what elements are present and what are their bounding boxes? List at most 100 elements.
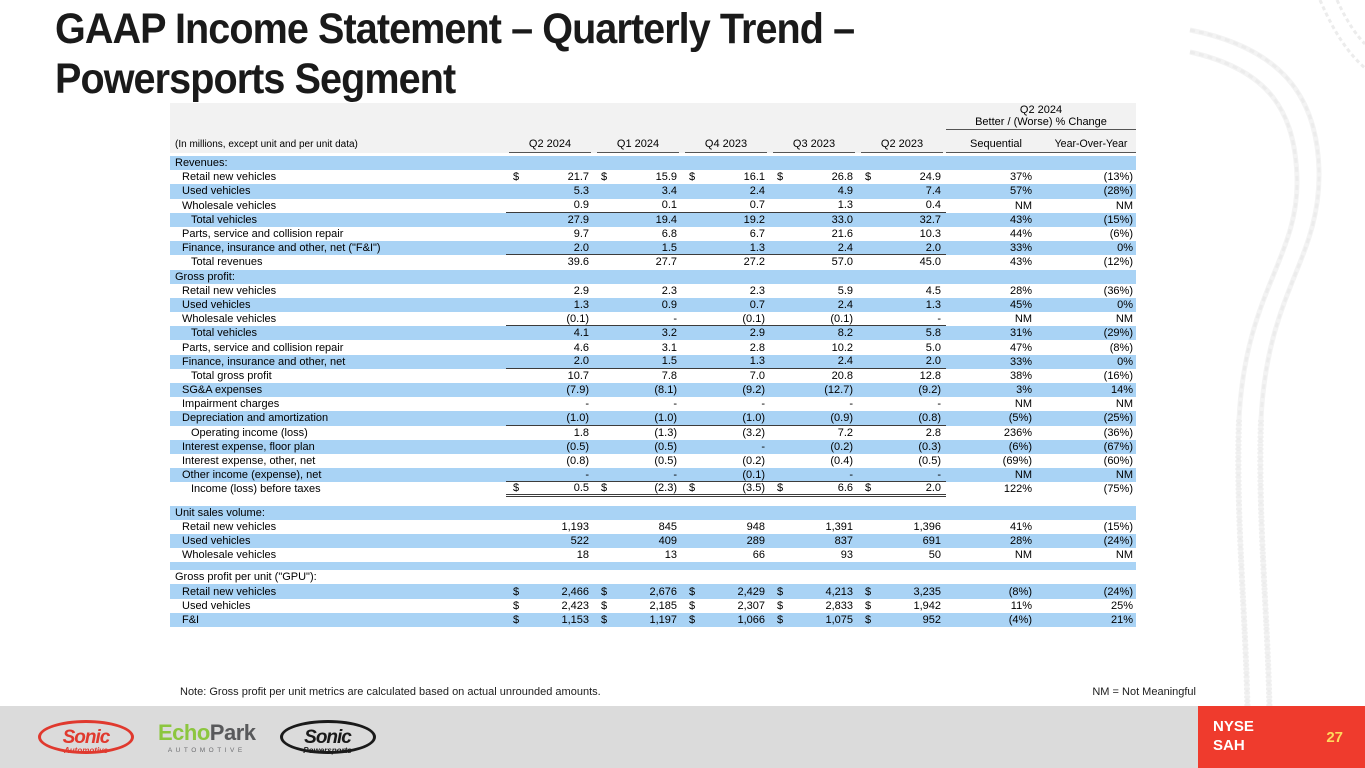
- table-row: Retail new vehicles 2.9 2.3 2.3 5.9 4.5 28% (36…: [170, 284, 1136, 298]
- cell-value: 1,075: [825, 613, 853, 626]
- dollar-sign: [513, 469, 523, 481]
- value-cell: -: [858, 469, 946, 481]
- cell-value: 948: [746, 520, 765, 533]
- change-header-period: Q2 2024: [1019, 104, 1063, 116]
- value-cell: (0.8): [858, 412, 946, 424]
- sequential-value: 33%: [1009, 242, 1032, 255]
- dollar-sign: [513, 342, 523, 354]
- cell-value: (0.1): [830, 312, 853, 325]
- column-header-q3-2023: Q3 2023: [770, 138, 858, 153]
- dollar-sign: $: [865, 599, 872, 612]
- dollar-sign: [601, 342, 611, 354]
- quarter-values: (0.5) (0.5) - (0.2) (0.3): [506, 440, 946, 454]
- yoy-value: NM: [1115, 199, 1133, 212]
- cell-value: 0.9: [661, 298, 677, 311]
- dollar-sign: $: [513, 481, 520, 494]
- dollar-sign: $: [601, 599, 608, 612]
- quarter-values: (0.8) (0.5) (0.2) (0.4) (0.5): [506, 454, 946, 468]
- cell-value: (0.4): [830, 455, 853, 468]
- value-cell: (0.1): [770, 313, 858, 325]
- page-title-line1: GAAP Income Statement – Quarterly Trend …: [55, 5, 855, 53]
- dollar-sign: [513, 384, 523, 396]
- value-cell: 0.1: [594, 199, 682, 211]
- sonic-automotive-logo: Sonic Automotive: [38, 720, 134, 755]
- dollar-sign: [513, 185, 523, 197]
- sonic-powersports-subtext: Powersports: [303, 746, 352, 755]
- dollar-sign: [513, 199, 523, 211]
- cell-value: 2.9: [573, 284, 589, 297]
- value-cell: 7.4: [858, 185, 946, 197]
- value-cell: $0.5: [506, 482, 594, 494]
- dollar-sign: [513, 441, 523, 453]
- row-label: Parts, service and collision repair: [182, 341, 344, 354]
- cell-value: 2.4: [837, 355, 853, 368]
- column-header-q4-2023: Q4 2023: [682, 138, 770, 153]
- value-cell: (9.2): [858, 384, 946, 396]
- dollar-sign: [689, 384, 699, 396]
- table-row: Parts, service and collision repair 9.7 6.…: [170, 227, 1136, 241]
- cell-value: 2.4: [837, 298, 853, 311]
- table-row: Interest expense, other, net (0.8) (0.5) (0…: [170, 454, 1136, 468]
- units-caption: (In millions, except unit and per unit d…: [175, 139, 358, 150]
- column-header-q1-2024: Q1 2024: [594, 138, 682, 153]
- quarter-values: 27.9 19.4 19.2 33.0 32.7: [506, 213, 946, 227]
- dollar-sign: [513, 313, 523, 325]
- row-label: Wholesale vehicles: [182, 313, 277, 326]
- row-label: Parts, service and collision repair: [182, 228, 344, 241]
- value-cell: 1,193: [506, 521, 594, 533]
- value-cell: 1.5: [594, 242, 682, 254]
- cell-value: 0.4: [925, 199, 941, 212]
- sequential-value: 41%: [1009, 520, 1032, 533]
- cell-value: (0.5): [654, 440, 677, 453]
- row-label: Depreciation and amortization: [182, 412, 329, 425]
- cell-value: 3.2: [661, 327, 677, 340]
- dollar-sign: $: [689, 481, 696, 494]
- value-cell: 1,391: [770, 521, 858, 533]
- cell-value: 5.0: [925, 341, 941, 354]
- cell-value: (2.3): [654, 481, 677, 494]
- table-row: Impairment charges - - - - - NM NM: [170, 397, 1136, 411]
- cell-value: 18: [576, 549, 589, 562]
- dollar-sign: $: [777, 599, 784, 612]
- echopark-wordmark: EchoPark: [158, 720, 256, 746]
- cell-value: (9.2): [918, 384, 941, 397]
- value-cell: 3.4: [594, 185, 682, 197]
- cell-value: 522: [570, 534, 589, 547]
- value-cell: -: [506, 469, 594, 481]
- value-cell: 13: [594, 549, 682, 561]
- cell-value: 2,429: [737, 585, 765, 598]
- value-cell: 33.0: [770, 214, 858, 226]
- row-label: Retail new vehicles: [182, 585, 277, 598]
- dollar-sign: [865, 427, 875, 439]
- value-cell: (7.9): [506, 384, 594, 396]
- value-cell: 57.0: [770, 256, 858, 268]
- cell-value: -: [761, 398, 765, 411]
- dollar-sign: $: [689, 585, 696, 598]
- dollar-sign: $: [689, 599, 696, 612]
- dollar-sign: [601, 469, 611, 481]
- value-cell: (3.2): [682, 427, 770, 439]
- table-row: SG&A expenses (7.9) (8.1) (9.2) (12.7) (9.2) 3…: [170, 383, 1136, 398]
- dollar-sign: $: [689, 613, 696, 626]
- dollar-sign: [777, 342, 787, 354]
- value-cell: 522: [506, 535, 594, 547]
- value-cell: 1.5: [594, 355, 682, 367]
- value-cell: 2.0: [506, 355, 594, 367]
- dollar-sign: [777, 285, 787, 297]
- dollar-sign: [777, 327, 787, 339]
- dollar-sign: [865, 355, 875, 367]
- dollar-sign: [601, 549, 611, 561]
- row-label: Used vehicles: [182, 534, 251, 547]
- yoy-value: (24%): [1103, 585, 1133, 598]
- row-label: Income (loss) before taxes: [191, 483, 321, 496]
- value-cell: (9.2): [682, 384, 770, 396]
- value-cell: $16.1: [682, 171, 770, 183]
- cell-value: -: [849, 398, 853, 411]
- quarter-values: 5.3 3.4 2.4 4.9 7.4: [506, 184, 946, 198]
- cell-value: 10.2: [831, 341, 853, 354]
- dollar-sign: [865, 299, 875, 311]
- cell-value: (1.0): [742, 411, 765, 424]
- dollar-sign: [513, 242, 523, 254]
- dollar-sign: [601, 185, 611, 197]
